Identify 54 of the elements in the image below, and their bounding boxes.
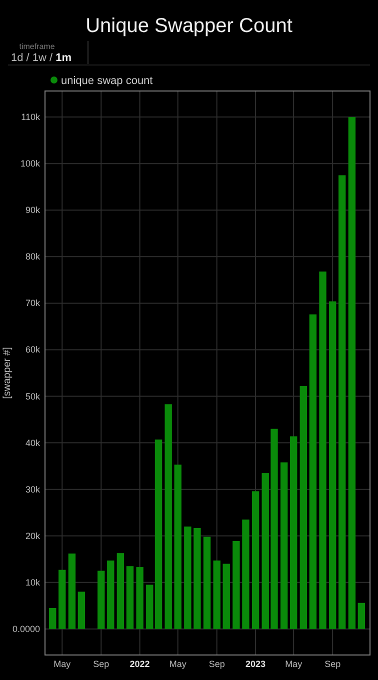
bar xyxy=(222,564,230,629)
y-tick-label: 0.0000 xyxy=(12,624,40,634)
x-tick-label: Sep xyxy=(324,659,341,669)
bar xyxy=(203,536,211,629)
bar xyxy=(164,404,172,629)
bar xyxy=(146,584,154,629)
bar xyxy=(290,436,298,629)
y-tick-label: 50k xyxy=(25,391,40,402)
bar xyxy=(136,567,144,629)
bar xyxy=(116,553,124,629)
y-tick-label: 100k xyxy=(20,158,40,169)
legend-label: unique swap count xyxy=(61,75,153,87)
chart-title: Unique Swapper Count xyxy=(86,15,293,37)
bar xyxy=(107,560,114,629)
y-tick-label: 10k xyxy=(25,577,40,588)
bar xyxy=(154,440,162,629)
x-tick-label: Sep xyxy=(93,659,110,669)
x-tick-label: May xyxy=(54,659,72,669)
bar xyxy=(58,570,66,629)
bar xyxy=(319,272,326,629)
bar xyxy=(309,314,317,629)
bar xyxy=(338,175,346,629)
y-tick-label: 90k xyxy=(25,205,40,216)
y-tick-label: 30k xyxy=(25,484,40,494)
bar xyxy=(78,592,86,629)
x-tick-label: Sep xyxy=(208,659,225,669)
bar xyxy=(348,117,356,629)
y-tick-label: 40k xyxy=(25,438,40,448)
x-tick-label: May xyxy=(285,659,303,669)
y-axis-title: [swapper #] xyxy=(2,346,13,399)
y-tick-label: 70k xyxy=(25,298,40,308)
bar xyxy=(184,526,192,629)
bar xyxy=(98,570,105,629)
bar xyxy=(252,491,260,629)
bar xyxy=(68,554,76,629)
bar xyxy=(280,462,288,629)
x-tick-label: 2022 xyxy=(130,659,150,669)
y-tick-label: 110k xyxy=(21,112,40,122)
x-tick-label: 2023 xyxy=(246,659,266,669)
bar xyxy=(358,602,366,629)
bar xyxy=(232,540,240,629)
bar xyxy=(242,520,250,629)
bar xyxy=(194,528,201,629)
bar xyxy=(49,608,56,629)
x-tick-label: May xyxy=(169,659,187,669)
bar xyxy=(300,386,308,629)
bar xyxy=(126,566,134,629)
bar xyxy=(213,560,220,629)
bar xyxy=(174,464,182,629)
bar xyxy=(328,301,336,629)
timeframe-selector: timeframe 1d / 1w / 1m xyxy=(11,42,72,64)
y-tick-label: 60k xyxy=(25,344,40,355)
y-tick-label: 80k xyxy=(25,252,40,262)
y-tick-label: 20k xyxy=(25,530,40,541)
